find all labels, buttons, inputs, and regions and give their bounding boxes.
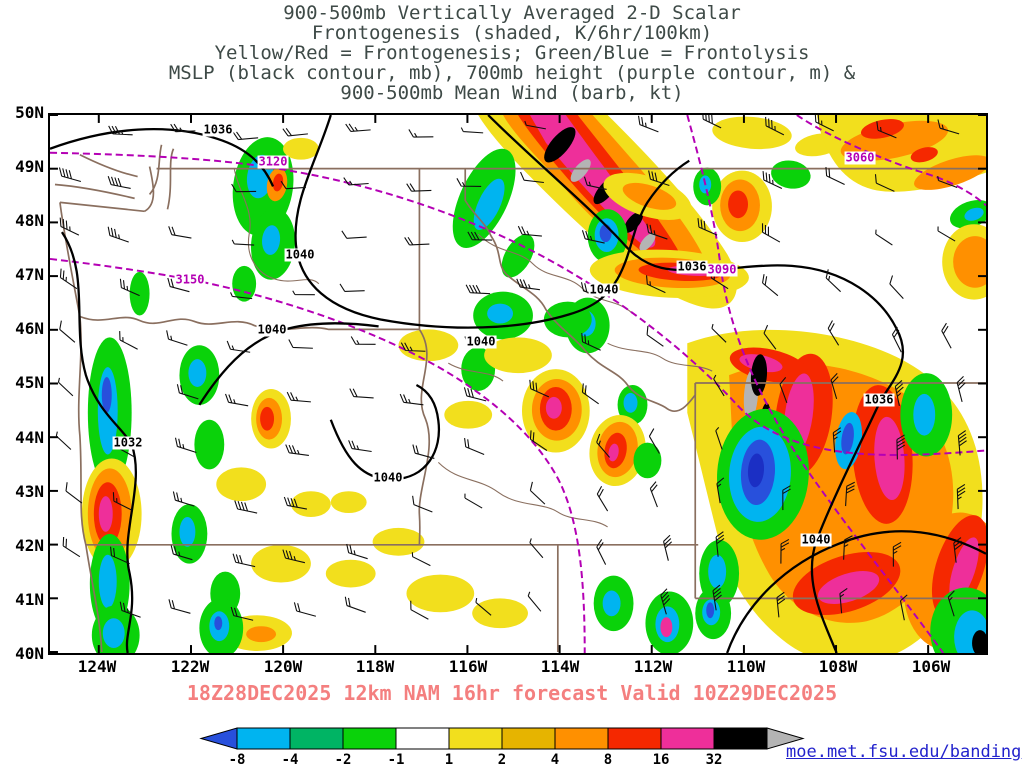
mslp-contour-label: 1040: [800, 532, 832, 547]
colorbar-tick-label: 8: [604, 752, 612, 768]
height-contour-label: 3090: [706, 262, 738, 277]
lon-label: 106W: [911, 657, 951, 676]
colorbar-tick-label: 16: [653, 752, 670, 768]
lon-label: 122W: [170, 657, 210, 676]
forecast-caption: 18Z28DEC2025 12km NAM 16hr forecast Vali…: [186, 681, 838, 705]
banding-link[interactable]: moe.met.fsu.edu/banding: [786, 742, 1022, 762]
mslp-contour-label: 1040: [256, 322, 288, 337]
title-line-5: 900-500mb Mean Wind (barb, kt): [340, 82, 684, 104]
mslp-contour-label: 1040: [284, 247, 316, 262]
mslp-contour-label: 1040: [372, 470, 404, 485]
mslp-contour-label: 1040: [588, 282, 620, 297]
title-line-4: MSLP (black contour, mb), 700mb height (…: [168, 62, 856, 84]
colorbar-svg: -8 -4 -2 -1 1 2 4 8 16 32: [199, 727, 805, 768]
title-line-1: 900-500mb Vertically Averaged 2-D Scalar: [283, 2, 741, 24]
wind-barbs: [55, 110, 967, 621]
lon-label: 124W: [77, 657, 117, 676]
lon-label: 118W: [355, 657, 395, 676]
axis-ticks: [50, 114, 986, 653]
lat-label: 41N: [15, 590, 44, 609]
lat-label: 42N: [15, 536, 44, 555]
map-canvas: [48, 110, 1006, 675]
lon-label: 114W: [540, 657, 580, 676]
mslp-contour-label: 1032: [112, 435, 144, 450]
colorbar-tick-label: 1: [445, 752, 453, 768]
lon-label: 110W: [726, 657, 766, 676]
colorbar-tick-label: -1: [388, 752, 405, 768]
colorbar-tick-label: 32: [706, 752, 723, 768]
colorbar-tick-label: -4: [282, 752, 299, 768]
title-line-3: Yellow/Red = Frontogenesis; Green/Blue =…: [214, 42, 810, 64]
colorbar-tick-label: 4: [551, 752, 559, 768]
mslp-contour-label: 1036: [202, 122, 234, 137]
lat-label: 49N: [15, 157, 44, 176]
frontogenesis-shading: [81, 115, 1006, 675]
height-contour-label: 3150: [174, 272, 206, 287]
colorbar-tick-label: -2: [335, 752, 352, 768]
title-block: 900-500mb Vertically Averaged 2-D Scalar…: [0, 3, 1024, 103]
colorbar-tick-label: -8: [229, 752, 246, 768]
height-contour-label: 3060: [844, 150, 876, 165]
lon-label: 120W: [263, 657, 303, 676]
lat-label: 46N: [15, 319, 44, 338]
mslp-contour-label: 1036: [676, 259, 708, 274]
lat-label: 45N: [15, 373, 44, 392]
mslp-contour-label: 1036: [863, 392, 895, 407]
lat-label: 48N: [15, 211, 44, 230]
lon-label: 112W: [633, 657, 673, 676]
lat-label: 50N: [15, 103, 44, 122]
lon-label: 108W: [818, 657, 858, 676]
height-contour-label: 3120: [257, 154, 289, 169]
title-line-2: Frontogenesis (shaded, K/6hr/100km): [311, 22, 713, 44]
lon-label: 116W: [448, 657, 488, 676]
height-contours: [49, 114, 987, 654]
colorbar-tick-label: 2: [498, 752, 506, 768]
lat-label: 43N: [15, 482, 44, 501]
colorbar: -8 -4 -2 -1 1 2 4 8 16 32: [199, 726, 809, 768]
lat-label: 44N: [15, 428, 44, 447]
lat-label: 47N: [15, 265, 44, 284]
map-svg: [49, 110, 1006, 675]
lat-label: 40N: [15, 644, 44, 663]
mslp-contour-label: 1040: [465, 334, 497, 349]
